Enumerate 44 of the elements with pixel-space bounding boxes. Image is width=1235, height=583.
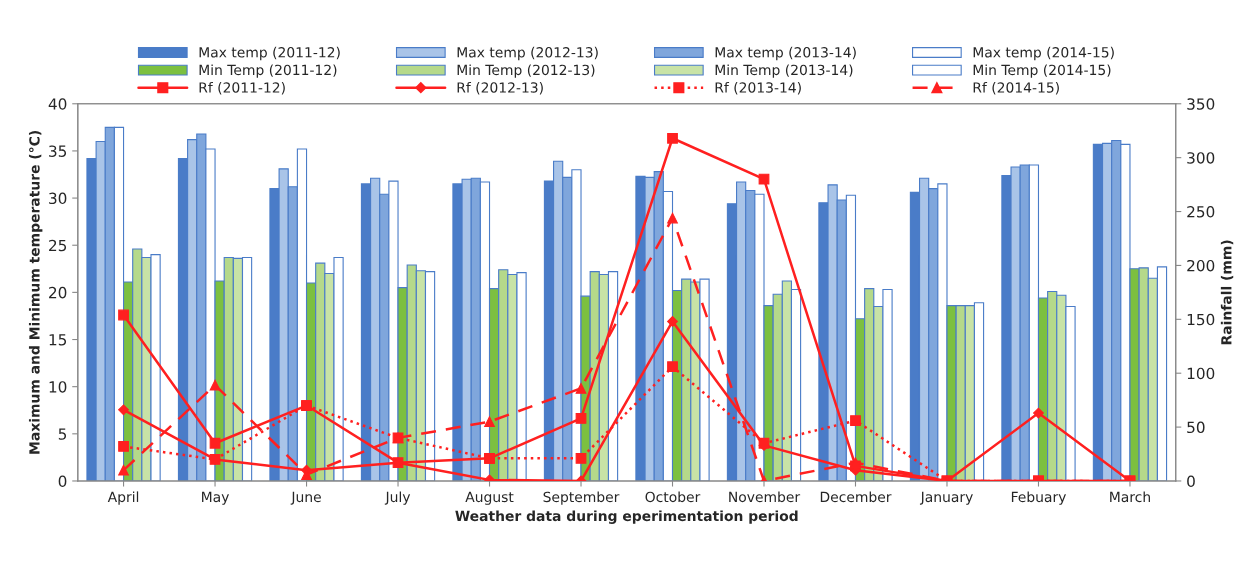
x-tick-label: Febuary (1011, 491, 1066, 505)
x-tick-label: July (384, 491, 411, 505)
x-tick-label: December (820, 491, 892, 503)
y-tick-label: 10 (49, 381, 67, 393)
y-tick-label: 15 (49, 334, 67, 346)
legend-label: Max temp (2014-15) (973, 46, 1114, 61)
y2-tick-label: 100 (1187, 367, 1215, 380)
legend-label: Rf (2014-15) (973, 82, 1059, 95)
y-tick-label: 30 (49, 192, 67, 205)
y-tick-label: 20 (49, 286, 67, 299)
x-tick-label: November (729, 491, 801, 503)
legend-label: Max temp (2012-13) (457, 46, 598, 61)
x-tick-label: April (107, 491, 139, 505)
y2-axis-title: Rainfall (mm) (1220, 240, 1234, 345)
y-tick-label: 25 (49, 239, 67, 252)
legend-label: Min Temp (2012-13) (457, 64, 595, 78)
legend-label: Max temp (2011-12) (199, 46, 340, 61)
x-tick-label: October (645, 491, 701, 503)
x-tick-label: March (1110, 491, 1150, 503)
y2-tick-label: 300 (1187, 152, 1215, 164)
legend-label: Min Temp (2011-12) (199, 64, 337, 78)
x-tick-label: June (290, 491, 321, 505)
x-axis-title: Weather data during eperimentation period (455, 510, 798, 524)
y2-tick-label: 250 (1187, 206, 1215, 218)
y-axis-title: Maximum and Minimum temperature (°C) (28, 131, 43, 454)
x-tick-label: August (465, 491, 514, 505)
y2-tick-label: 50 (1187, 421, 1205, 434)
legend-label: Rf (2013-14) (715, 82, 801, 95)
x-tick-label: January (919, 491, 973, 505)
y-tick-label: 0 (58, 475, 67, 487)
y-tick-label: 35 (49, 145, 67, 157)
x-tick-label: May (202, 491, 229, 505)
y-tick-label: 5 (58, 428, 67, 440)
y-tick-label: 40 (48, 98, 67, 110)
legend-label: Min Temp (2014-15) (973, 64, 1111, 78)
y2-tick-label: 0 (1187, 475, 1195, 487)
legend-label: Rf (2011-12) (199, 82, 285, 95)
legend-label: Rf (2012-13) (457, 82, 543, 95)
y2-tick-label: 350 (1187, 98, 1215, 110)
legend-label: Min Temp (2013-14) (715, 64, 853, 78)
x-tick-label: September (543, 491, 620, 505)
y2-tick-label: 200 (1187, 259, 1215, 272)
legend-label: Max temp (2013-14) (715, 46, 856, 61)
y2-tick-label: 150 (1187, 313, 1215, 326)
